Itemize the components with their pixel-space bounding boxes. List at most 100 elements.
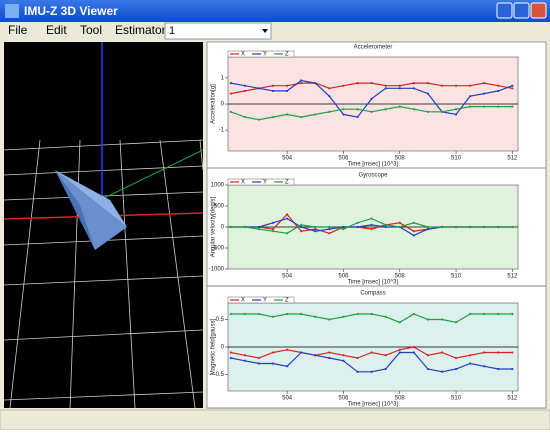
data-point <box>314 228 317 231</box>
data-point <box>469 225 472 229</box>
menu-item[interactable]: Estimator <box>115 23 166 37</box>
app-icon <box>5 4 19 18</box>
legend-label: X <box>241 180 245 186</box>
data-point <box>356 221 359 224</box>
y-tick-label: 1 <box>221 75 225 81</box>
data-point <box>398 348 401 351</box>
data-point <box>370 110 373 113</box>
x-tick-label: 508 <box>395 156 406 162</box>
x-axis-label: Time [msec] (10^3) <box>348 162 399 168</box>
data-point <box>511 312 514 316</box>
data-point <box>469 105 472 108</box>
minimize-button[interactable] <box>496 2 513 19</box>
data-point <box>440 84 444 87</box>
data-point <box>384 367 387 371</box>
data-point <box>271 89 275 93</box>
data-point <box>356 225 359 229</box>
x-tick-label: 512 <box>507 396 518 402</box>
data-point <box>286 348 289 351</box>
data-point <box>440 318 444 321</box>
data-point <box>300 79 303 82</box>
maximize-button[interactable] <box>513 2 530 19</box>
data-point <box>243 225 246 229</box>
legend-label: Z <box>285 52 289 58</box>
data-point <box>257 228 261 231</box>
data-point <box>426 110 430 113</box>
data-point <box>342 354 345 357</box>
legend-label: Y <box>263 180 267 186</box>
data-point <box>454 108 458 111</box>
data-point <box>426 92 430 95</box>
data-point <box>328 351 331 354</box>
data-point <box>271 362 275 365</box>
data-point <box>370 228 373 231</box>
data-point <box>398 221 401 224</box>
data-point <box>497 225 500 229</box>
data-point <box>229 110 232 113</box>
data-point <box>398 84 401 87</box>
data-point <box>497 89 500 93</box>
data-point <box>412 234 415 237</box>
y-tick-label: -1 <box>219 128 225 134</box>
data-point <box>370 223 373 226</box>
data-point <box>286 365 289 368</box>
data-point <box>454 225 458 229</box>
data-point <box>300 312 303 316</box>
data-point <box>511 87 514 90</box>
data-point <box>511 367 514 371</box>
data-point <box>271 315 275 318</box>
estimator-combo[interactable] <box>164 22 272 40</box>
x-tick-label: 508 <box>395 396 406 402</box>
data-point <box>384 315 387 318</box>
data-point <box>229 356 232 360</box>
data-point <box>370 351 373 354</box>
data-point <box>469 362 472 365</box>
data-point <box>314 113 317 116</box>
data-point <box>370 370 373 373</box>
x-tick-label: 510 <box>451 274 462 280</box>
chart-title: Accelerometer <box>354 45 393 51</box>
data-point <box>243 359 246 362</box>
data-point <box>286 89 289 93</box>
data-point <box>412 82 415 85</box>
data-point <box>328 95 331 98</box>
data-point <box>286 217 289 220</box>
data-point <box>271 115 275 119</box>
data-point <box>426 82 430 85</box>
menu-item[interactable]: Edit <box>46 23 67 37</box>
title-bar <box>0 0 550 22</box>
data-point <box>511 351 514 354</box>
data-point <box>511 105 514 108</box>
menu-item[interactable]: Tool <box>80 23 102 37</box>
data-point <box>370 312 373 316</box>
data-point <box>440 351 444 354</box>
data-point <box>370 82 373 85</box>
data-point <box>314 354 317 357</box>
y-tick-label: 0 <box>221 102 225 108</box>
x-tick-label: 504 <box>282 274 293 280</box>
data-point <box>314 82 317 85</box>
data-point <box>483 365 486 368</box>
data-point <box>426 318 430 321</box>
data-point <box>469 84 472 87</box>
data-point <box>398 321 401 324</box>
data-point <box>271 351 275 354</box>
y-axis-label: Acceleration[g] <box>211 84 217 124</box>
data-point <box>342 228 345 231</box>
x-tick-label: 506 <box>338 156 349 162</box>
data-point <box>314 315 317 318</box>
data-point <box>286 312 289 316</box>
legend-label: Y <box>263 52 267 58</box>
close-button[interactable] <box>530 2 547 19</box>
data-point <box>328 110 331 113</box>
data-point <box>384 84 387 87</box>
y-tick-label: -1000 <box>209 267 225 273</box>
data-point <box>286 213 289 216</box>
data-point <box>469 312 472 316</box>
data-point <box>497 351 500 354</box>
menu-item[interactable]: File <box>8 23 28 37</box>
data-point <box>412 345 415 349</box>
data-point <box>271 84 275 87</box>
data-point <box>314 225 317 229</box>
